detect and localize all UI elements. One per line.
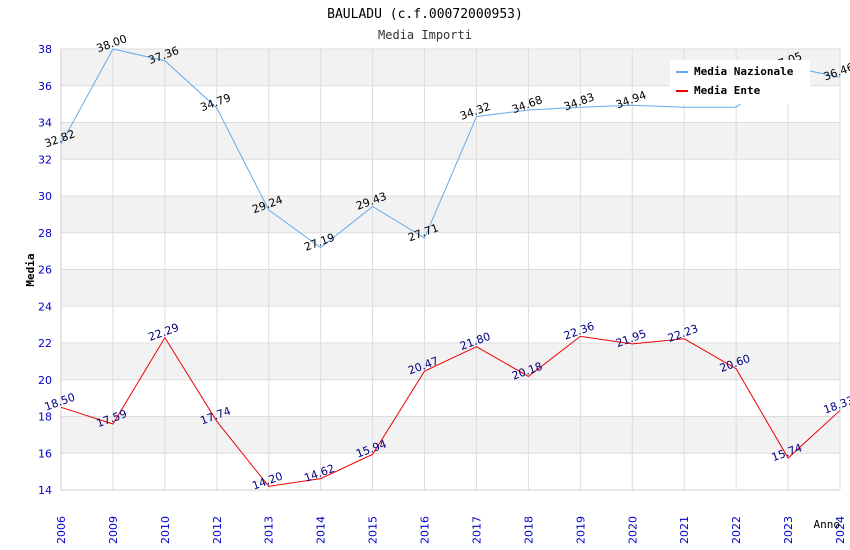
x-tick-label: 2014 [315, 516, 328, 544]
series-lines [60, 48, 841, 487]
x-tick-label: 2015 [367, 516, 380, 544]
x-tick-label: 2024 [834, 516, 847, 544]
y-tick-label: 36 [38, 80, 52, 93]
y-tick-label: 30 [38, 190, 52, 203]
y-tick-label: 34 [38, 117, 52, 130]
y-tick-label: 32 [38, 153, 52, 166]
x-tick-label: 2017 [470, 516, 483, 544]
x-tick-label: 2012 [211, 516, 224, 544]
plot-band [61, 122, 840, 160]
plot-band [61, 306, 840, 343]
x-tick-label: 2021 [678, 516, 691, 544]
y-axis-ticks: 14 16 18 20 22 24 26 28 30 32 34 36 38 [38, 43, 52, 497]
x-axis-label: Anno [814, 518, 841, 531]
x-tick-label: 2019 [574, 516, 587, 544]
x-tick-label: 2023 [782, 516, 795, 544]
x-tick-label: 2009 [107, 516, 120, 544]
y-tick-label: 14 [38, 484, 52, 497]
plot-band [61, 343, 840, 380]
series-line-media-ente [60, 335, 841, 487]
y-tick-label: 38 [38, 43, 52, 56]
x-tick-label: 2016 [419, 516, 432, 544]
x-tick-label: 2006 [55, 516, 68, 544]
legend-label-media-ente: Media Ente [694, 84, 761, 97]
x-tick-label: 2013 [263, 516, 276, 544]
chart-title: BAULADU (c.f.00072000953) [327, 7, 523, 22]
chart-subtitle: Media Importi [378, 28, 472, 42]
x-axis-ticks: 2006 2009 2010 2012 2013 2014 2015 2016 2017 2018… [55, 516, 847, 544]
legend: Media Nazionale Media Ente [670, 60, 810, 104]
x-tick-label: 2020 [626, 516, 639, 544]
y-axis-label: Media [24, 253, 37, 286]
y-tick-label: 18 [38, 411, 52, 424]
plot-band [61, 232, 840, 270]
plot-band [61, 453, 840, 490]
x-tick-label: 2018 [522, 516, 535, 544]
x-tick-label: 2022 [730, 516, 743, 544]
y-tick-label: 20 [38, 374, 52, 387]
plot-band [61, 379, 840, 417]
y-tick-label: 28 [38, 227, 52, 240]
series-line-media-nazionale [60, 48, 841, 249]
y-tick-label: 22 [38, 337, 52, 350]
plot-background [61, 49, 840, 490]
y-tick-label: 26 [38, 264, 52, 277]
plot-band [61, 196, 840, 233]
y-tick-label: 24 [38, 300, 52, 313]
plot-band [61, 416, 840, 454]
x-tick-label: 2010 [159, 516, 172, 544]
legend-label-media-nazionale: Media Nazionale [694, 65, 794, 78]
gridlines [60, 48, 841, 491]
legend-box [670, 60, 810, 104]
y-tick-label: 16 [38, 447, 52, 460]
plot-band [61, 269, 840, 307]
